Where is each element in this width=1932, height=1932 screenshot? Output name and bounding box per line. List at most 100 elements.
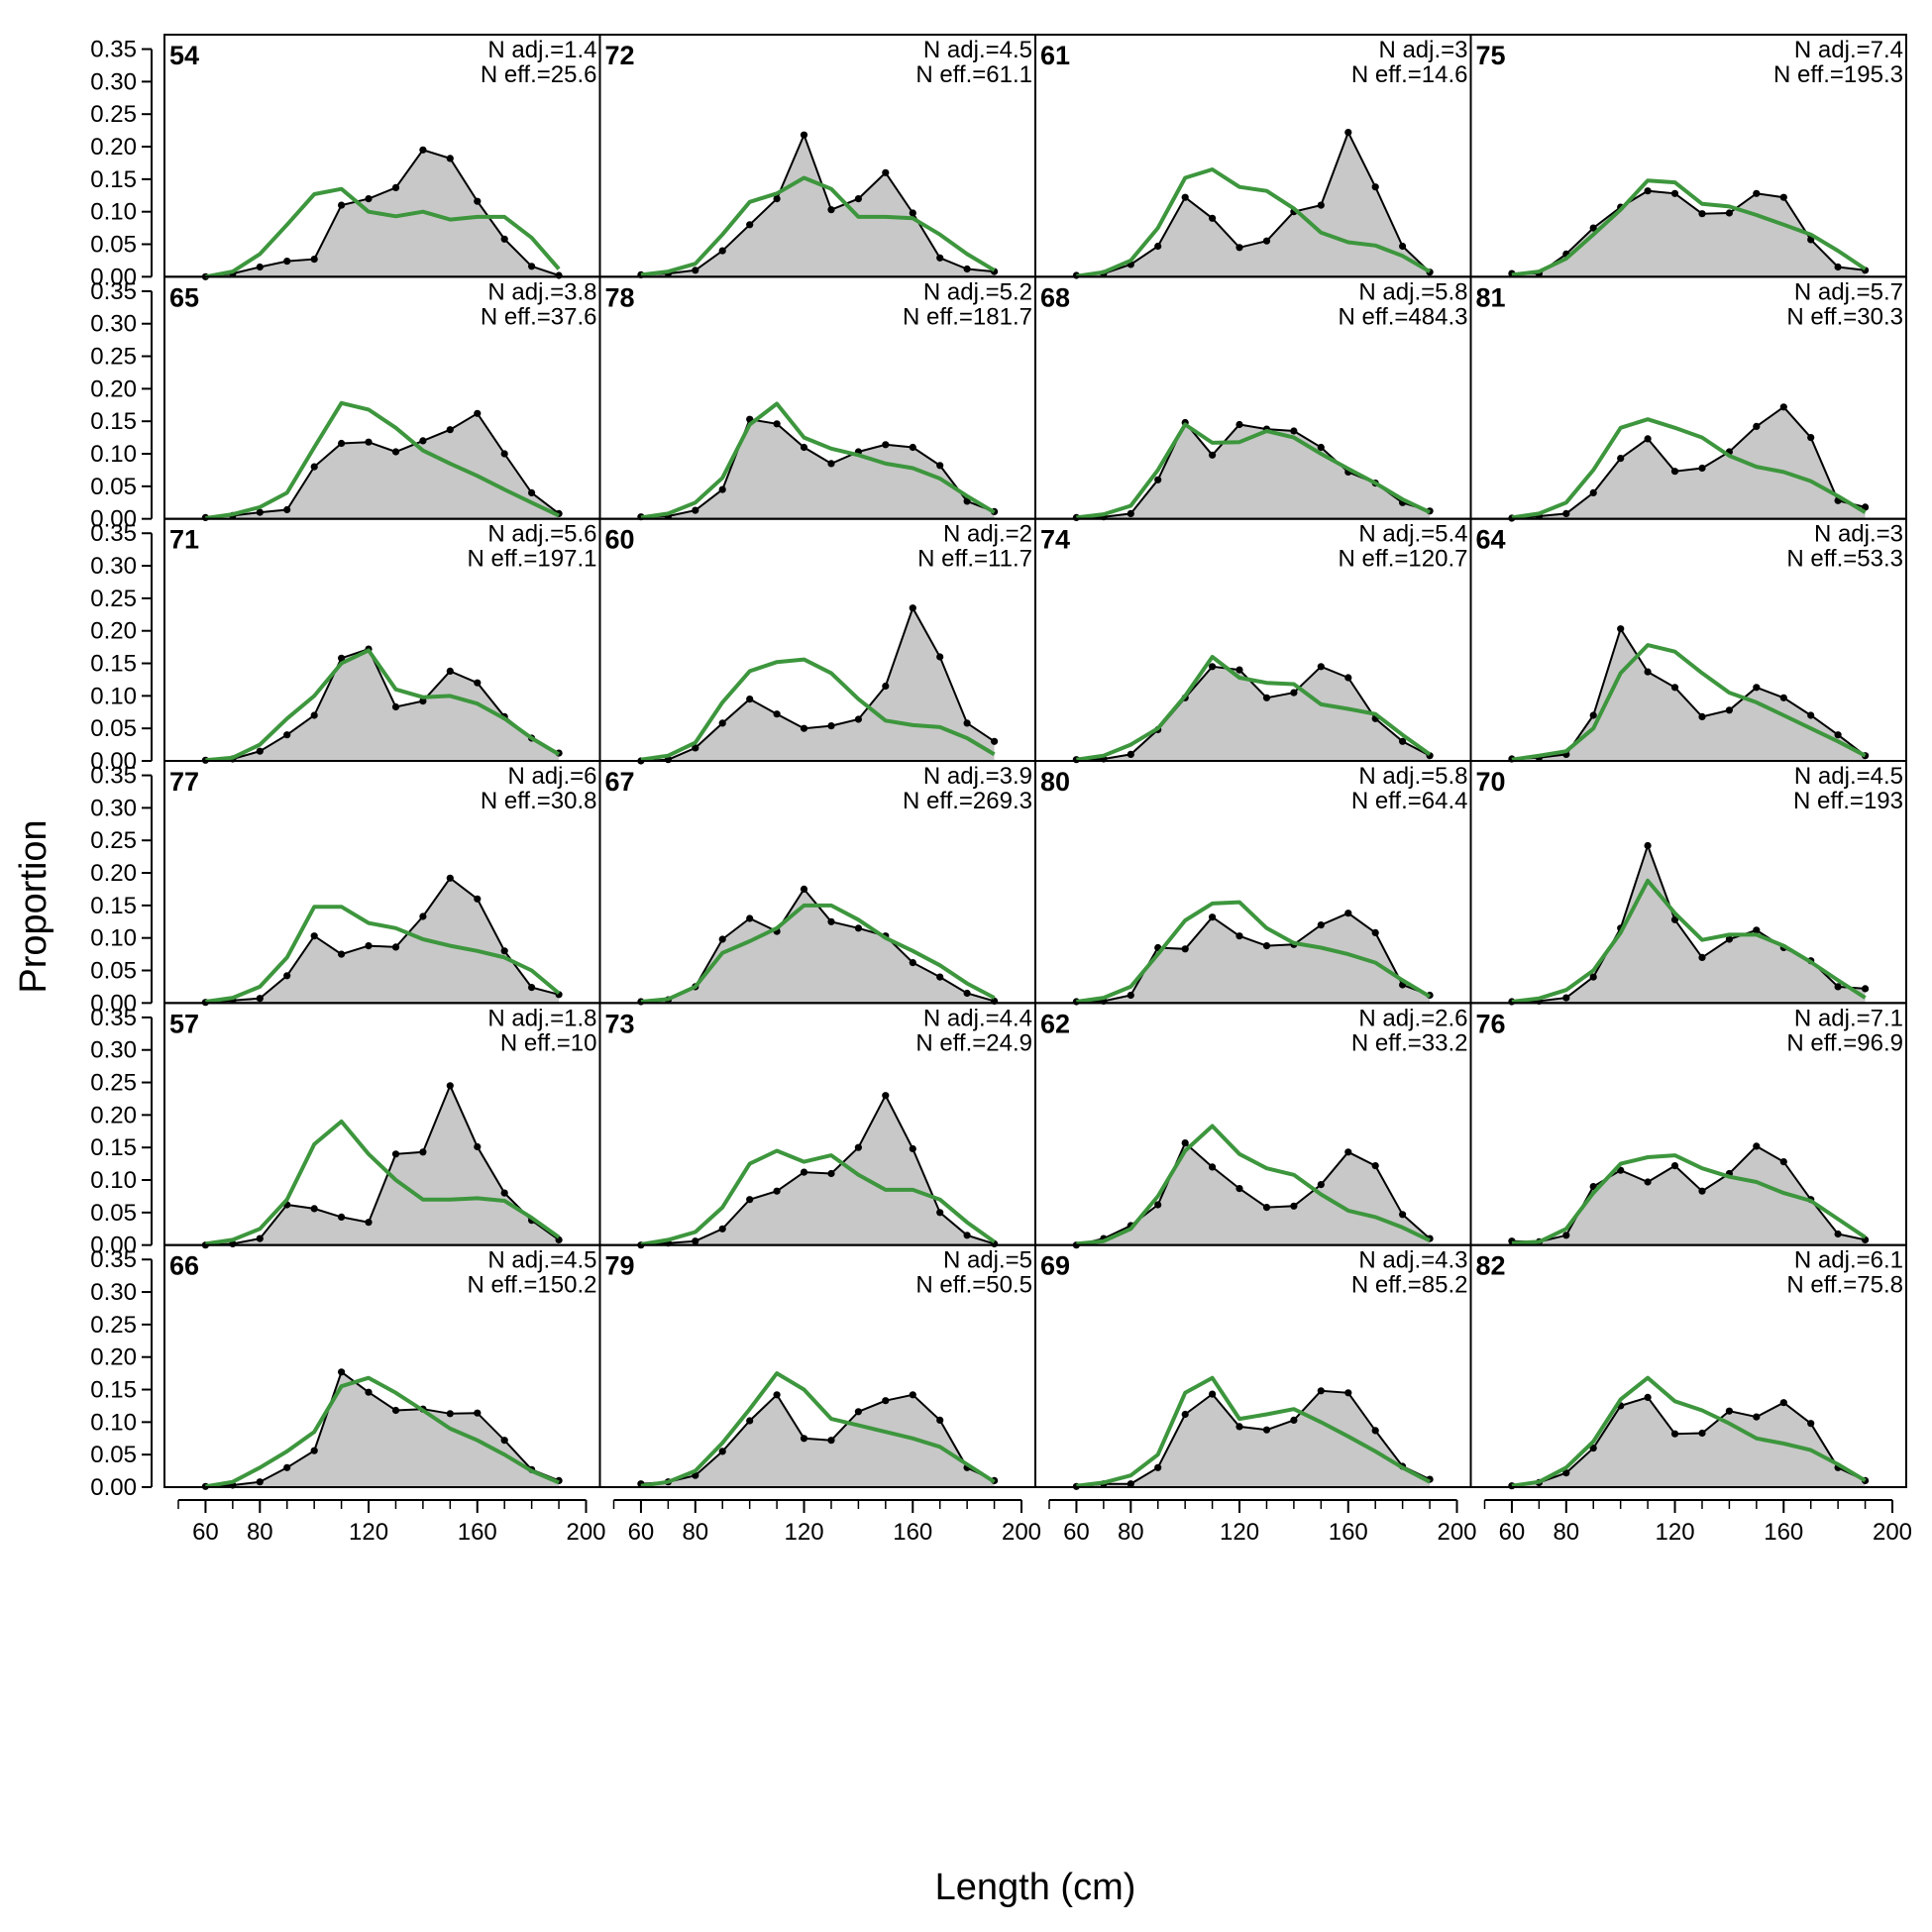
expected-line — [640, 1371, 996, 1488]
n-adj-label: N adj.=6.1 — [1794, 1247, 1903, 1274]
panel-label: 78 — [605, 282, 635, 312]
observed-point — [1209, 1163, 1217, 1171]
y-tick-label: 0.35 — [90, 1246, 137, 1273]
observed-point — [1262, 942, 1271, 950]
panel-grid: 54 N adj.=1.4N eff.=25.665 N adj.=3.8N eff… — [163, 34, 1907, 1490]
observed-line — [1511, 1144, 1866, 1243]
observed-point — [718, 485, 726, 493]
observed-point — [1670, 684, 1679, 692]
observed-point — [1644, 841, 1652, 850]
y-tick-label: 0.35 — [90, 37, 137, 63]
observed-point — [773, 420, 781, 428]
y-tick-label: 0.15 — [90, 893, 137, 919]
observed-point — [1753, 189, 1761, 197]
y-tick-label: 0.25 — [90, 101, 137, 128]
observed-point — [1344, 674, 1352, 682]
observed-point — [909, 604, 916, 612]
panel-label: 69 — [1040, 1251, 1070, 1281]
expected-line — [205, 905, 561, 1004]
expected-line — [1511, 178, 1867, 277]
n-eff-label: N eff.=14.6 — [1351, 61, 1468, 88]
observed-point — [1670, 468, 1679, 476]
expected-line — [1076, 422, 1431, 520]
panel-label: 66 — [169, 1251, 199, 1281]
observed-point — [283, 972, 291, 980]
observed-point — [1670, 1430, 1679, 1438]
n-eff-label: N eff.=10 — [500, 1029, 597, 1056]
n-adj-label: N adj.=5.8 — [1358, 278, 1467, 305]
observed-point — [1235, 244, 1243, 252]
observed-point — [1344, 1389, 1352, 1397]
observed-point — [1371, 183, 1379, 191]
n-eff-label: N eff.=25.6 — [481, 61, 597, 88]
observed-point — [746, 221, 754, 229]
observed-point — [692, 506, 699, 514]
panel-label: 79 — [605, 1251, 635, 1281]
observed-point — [882, 1092, 890, 1100]
y-tick-label: 0.10 — [90, 925, 137, 952]
panel-label: 60 — [605, 525, 635, 555]
observed-point — [419, 912, 427, 920]
y-tick-label: 0.30 — [90, 68, 137, 95]
y-tick-label: 0.30 — [90, 1037, 137, 1064]
n-adj-label: N adj.=5.6 — [487, 521, 596, 548]
n-adj-label: N adj.=4.5 — [1794, 763, 1903, 790]
observed-point — [1262, 1204, 1271, 1212]
n-eff-label: N eff.=30.8 — [481, 788, 597, 814]
y-axis-title: Proportion — [13, 819, 54, 993]
expected-line — [640, 1148, 996, 1246]
observed-point — [1562, 1232, 1570, 1239]
observed-point — [773, 710, 781, 718]
observed-point — [500, 235, 508, 243]
observed-point — [1262, 237, 1271, 245]
observed-point — [692, 267, 699, 274]
n-adj-label: N adj.=1.4 — [487, 37, 596, 63]
n-eff-label: N eff.=53.3 — [1786, 546, 1903, 573]
n-eff-label: N eff.=181.7 — [903, 303, 1032, 330]
observed-point — [1779, 1399, 1787, 1407]
observed-line — [640, 1093, 995, 1246]
y-tick-label: 0.15 — [90, 1377, 137, 1404]
observed-point — [310, 256, 318, 264]
observed-point — [310, 1447, 318, 1454]
observed-point — [1154, 242, 1162, 251]
n-adj-label: N adj.=4.5 — [487, 1247, 596, 1274]
x-tick-label: 160 — [1329, 1519, 1368, 1546]
y-tick-label: 0.10 — [90, 199, 137, 226]
panel-label: 54 — [169, 41, 199, 70]
observed-point — [446, 155, 454, 162]
n-adj-label: N adj.=3.9 — [923, 763, 1032, 790]
observed-point — [800, 131, 808, 139]
observed-point — [256, 1478, 264, 1486]
panel-80: 80 N adj.=5.8N eff.=64.4 — [1034, 760, 1472, 1006]
observed-point — [1235, 1423, 1243, 1431]
observed-point — [1589, 711, 1597, 719]
n-adj-label: N adj.=2.6 — [1358, 1005, 1467, 1031]
observed-point — [909, 209, 916, 217]
observed-point — [474, 197, 482, 205]
n-eff-label: N eff.=85.2 — [1351, 1272, 1468, 1299]
observed-point — [1698, 712, 1706, 721]
observed-point — [338, 439, 346, 448]
observed-point — [963, 719, 971, 727]
observed-point — [1562, 1469, 1570, 1477]
observed-point — [1209, 663, 1217, 671]
observed-point — [446, 1082, 454, 1090]
panel-75: 75 N adj.=7.4N eff.=195.3 — [1469, 34, 1907, 278]
expected-line — [1076, 1375, 1432, 1488]
y-tick-label: 0.20 — [90, 618, 137, 645]
y-tick-label: 0.10 — [90, 683, 137, 709]
observed-point — [1235, 932, 1243, 940]
observed-area — [1076, 666, 1431, 761]
observed-point — [1698, 1429, 1706, 1438]
observed-line — [1076, 130, 1431, 276]
y-axis-row-4: 0.00 0.05 0.10 0.15 0.20 0.25 0.30 0.35 — [90, 763, 153, 1017]
observed-point — [1344, 1148, 1352, 1156]
observed-area — [1511, 406, 1866, 519]
n-adj-label: N adj.=2 — [943, 521, 1032, 548]
observed-area — [1076, 132, 1431, 277]
y-tick-label: 0.00 — [90, 506, 137, 533]
observed-point — [1317, 1181, 1325, 1189]
panel-79: 79 N adj.=5N eff.=50.5 — [598, 1243, 1036, 1488]
x-tick-label: 80 — [1118, 1519, 1144, 1546]
